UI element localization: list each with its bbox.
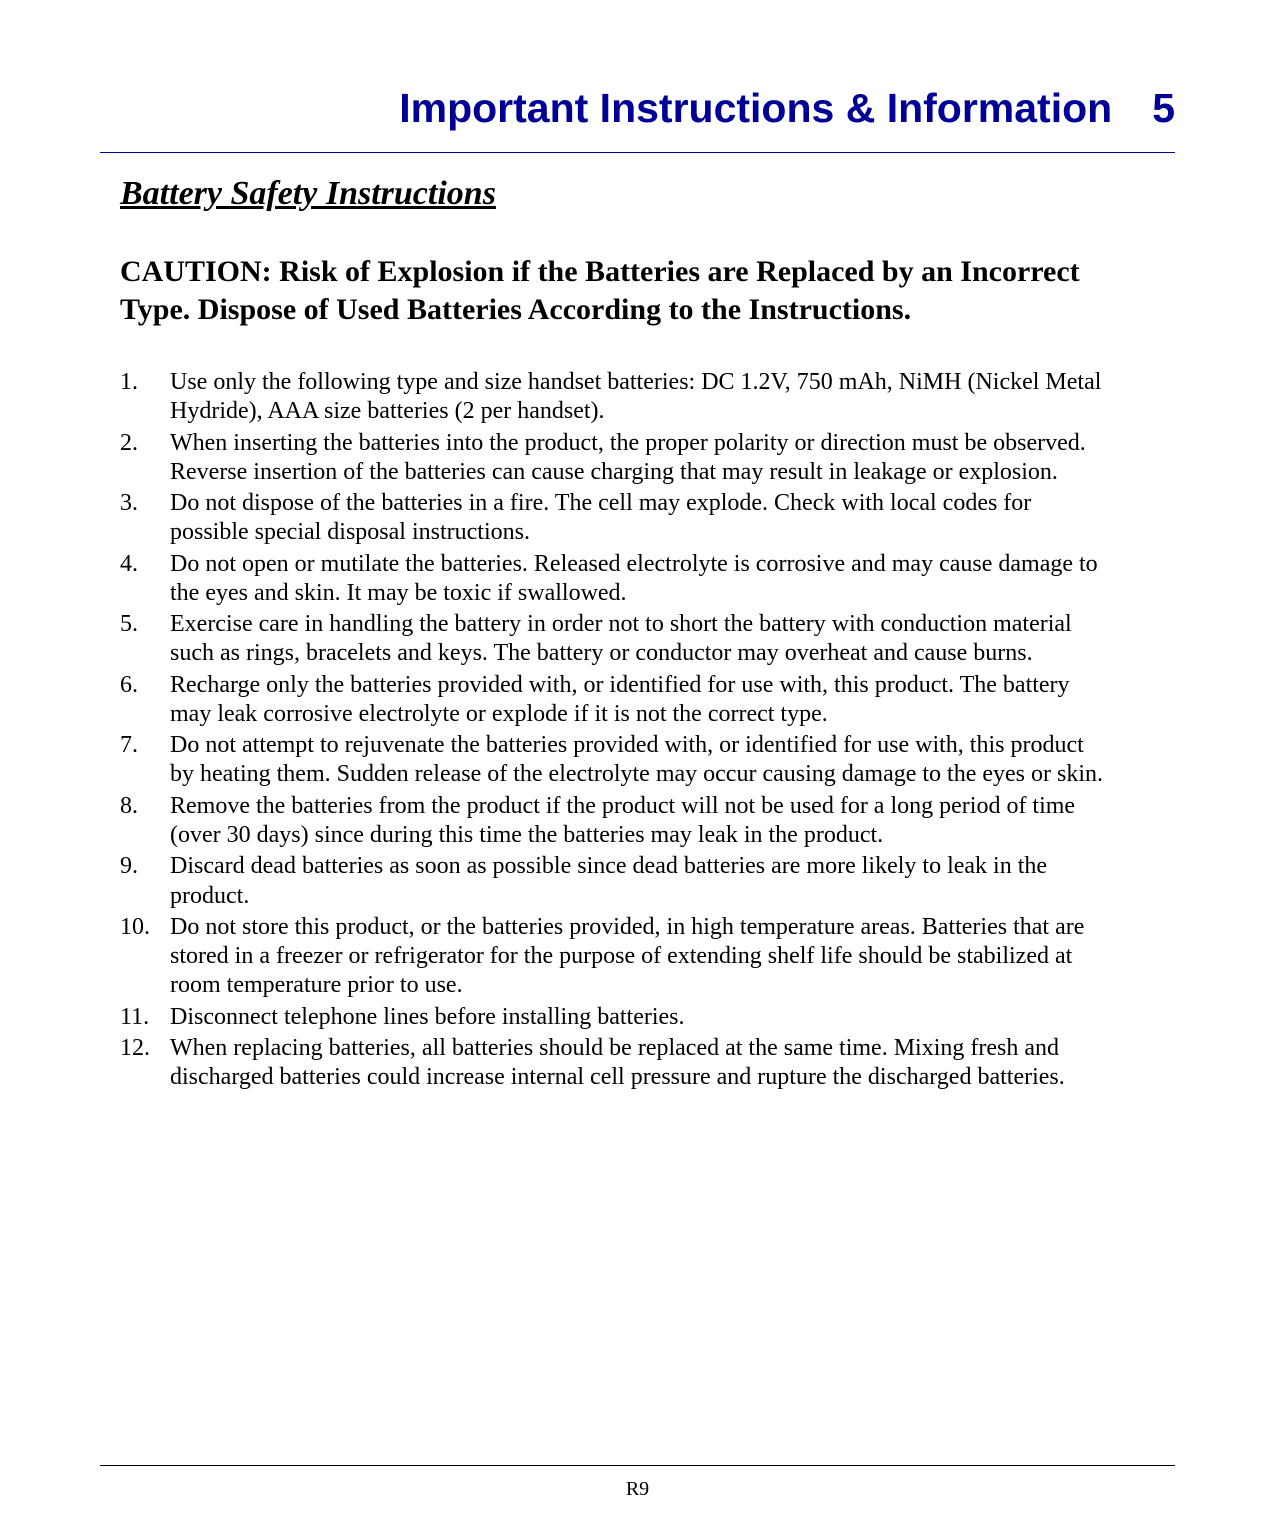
- list-item: Exercise care in handling the battery in…: [120, 610, 1105, 669]
- page-number: 5: [1152, 85, 1175, 132]
- list-item: Use only the following type and size han…: [120, 368, 1105, 427]
- section-heading: Battery Safety Instructions: [120, 175, 1105, 213]
- list-item: When replacing batteries, all batteries …: [120, 1034, 1105, 1093]
- page-header-title: Important Instructions & Information: [399, 85, 1112, 132]
- list-item: Disconnect telephone lines before instal…: [120, 1003, 1105, 1032]
- footer-divider: [100, 1465, 1175, 1466]
- header-divider: [100, 152, 1175, 153]
- footer-text: R9: [0, 1478, 1275, 1501]
- list-item: Discard dead batteries as soon as possib…: [120, 852, 1105, 911]
- list-item: Remove the batteries from the product if…: [120, 792, 1105, 851]
- list-item: Do not store this product, or the batter…: [120, 913, 1105, 1001]
- list-item: Do not open or mutilate the batteries. R…: [120, 550, 1105, 609]
- instructions-list: Use only the following type and size han…: [120, 368, 1105, 1092]
- caution-paragraph: CAUTION: Risk of Explosion if the Batter…: [120, 253, 1105, 328]
- list-item: Do not attempt to rejuvenate the batteri…: [120, 731, 1105, 790]
- list-item: When inserting the batteries into the pr…: [120, 429, 1105, 488]
- list-item: Recharge only the batteries provided wit…: [120, 671, 1105, 730]
- page-header: Important Instructions & Information 5: [100, 85, 1175, 132]
- page-content: Battery Safety Instructions CAUTION: Ris…: [120, 175, 1105, 1094]
- list-item: Do not dispose of the batteries in a fir…: [120, 489, 1105, 548]
- document-page: Important Instructions & Information 5 B…: [0, 0, 1275, 1531]
